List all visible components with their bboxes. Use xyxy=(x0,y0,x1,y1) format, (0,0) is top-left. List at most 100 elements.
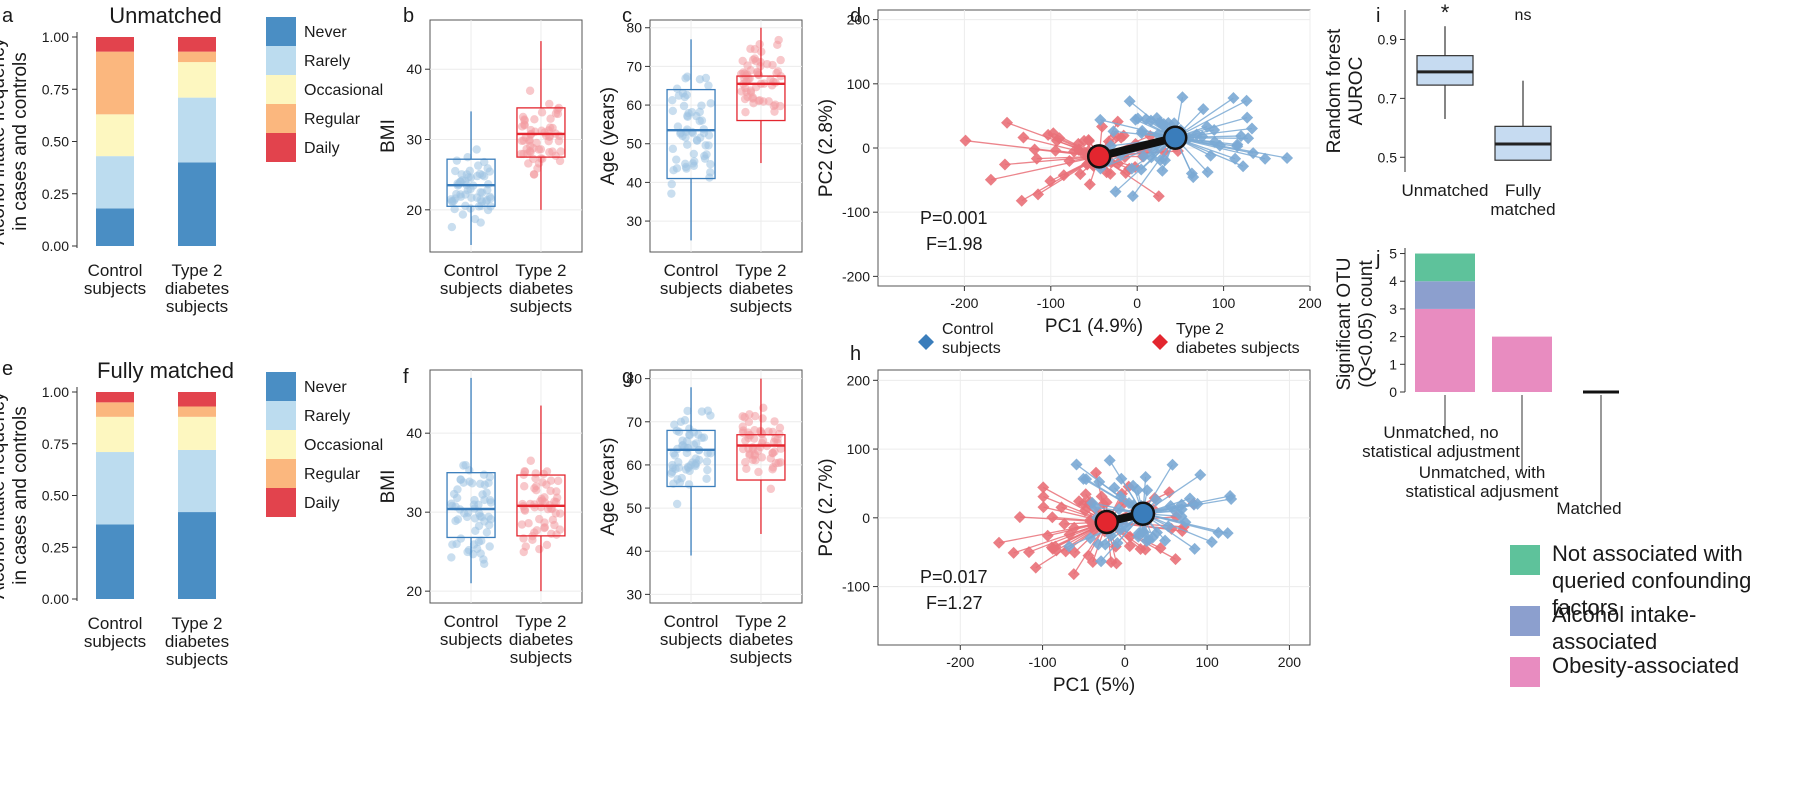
data-point xyxy=(476,218,485,227)
data-point xyxy=(692,439,701,448)
bar-segment-rarely xyxy=(178,449,216,513)
x-category-label-line: Control xyxy=(444,612,499,631)
control-sample-point xyxy=(1235,129,1248,142)
y-axis-label-line: Alcohol intake frequency xyxy=(0,391,9,599)
data-point xyxy=(668,144,678,154)
control-spoke xyxy=(1142,513,1213,543)
x-category-label-line: subjects xyxy=(440,630,502,649)
x-category-label-line: Type 2 xyxy=(171,614,222,633)
control-sample-point xyxy=(1077,472,1090,485)
data-point xyxy=(697,407,707,416)
control-sample-point xyxy=(1229,152,1242,165)
y-tick-label: 0.75 xyxy=(42,436,69,452)
data-point xyxy=(683,406,692,416)
t2d-sample-point xyxy=(1029,561,1042,574)
data-point xyxy=(463,186,472,195)
legend-label-daily: Daily xyxy=(304,140,340,157)
bar-segment-never xyxy=(96,524,134,599)
data-point xyxy=(551,151,560,160)
data-point xyxy=(517,520,527,529)
legend-control-label-line: subjects xyxy=(942,340,1001,357)
x-category-label-line: Type 2 xyxy=(515,261,566,280)
t2d-sample-point xyxy=(1123,540,1136,553)
bar-segment xyxy=(1415,253,1475,282)
panel-label-g: g xyxy=(622,366,633,388)
data-point xyxy=(451,166,460,176)
bar-segment-rarely xyxy=(178,97,216,163)
control-sample-point xyxy=(1131,483,1144,496)
data-point xyxy=(538,478,547,487)
t2d-sample-point xyxy=(1079,488,1092,501)
y-tick-label: 30 xyxy=(406,132,422,148)
data-point xyxy=(741,107,750,117)
control-sample-point xyxy=(1204,149,1217,162)
bar-segment-daily xyxy=(178,37,216,52)
y-tick-label: 5 xyxy=(1389,246,1397,262)
data-point xyxy=(485,542,494,551)
data-point xyxy=(447,553,456,562)
t2d-sample-point xyxy=(984,173,997,186)
y-tick-label: 60 xyxy=(626,97,642,113)
control-sample-point xyxy=(1131,112,1144,125)
y-tick-label: 50 xyxy=(626,500,642,516)
data-point xyxy=(526,148,535,157)
data-point xyxy=(755,96,765,105)
x-category-label-line: matched xyxy=(1490,200,1555,219)
data-point xyxy=(672,155,681,164)
x-category-label-line: Control xyxy=(444,261,499,280)
control-sample-point xyxy=(1240,94,1253,107)
t2d-sample-point xyxy=(1001,116,1014,129)
t2d-sample-point xyxy=(1082,549,1095,562)
x-category-label-line: Control xyxy=(88,261,143,280)
y-tick-label: 0.25 xyxy=(42,186,69,202)
control-sample-point xyxy=(1135,163,1148,176)
data-point xyxy=(683,140,692,149)
t2d-sample-point xyxy=(1063,155,1076,168)
t2d-sample-point xyxy=(1104,167,1117,180)
control-sample-point xyxy=(1139,470,1152,483)
data-point xyxy=(684,480,694,489)
data-point xyxy=(758,414,767,423)
data-point xyxy=(471,526,480,536)
data-point xyxy=(681,74,690,83)
y-axis-label: Age (years) xyxy=(598,87,619,185)
y-tick-label: 70 xyxy=(626,414,642,430)
data-point xyxy=(706,99,715,108)
data-point xyxy=(539,469,548,479)
t2d-sample-point xyxy=(1082,133,1095,146)
y-tick-label: 3 xyxy=(1389,301,1397,317)
t2d-sample-point xyxy=(1134,543,1147,556)
control-spoke xyxy=(1175,137,1288,159)
bar-segment-occasional xyxy=(178,416,216,450)
bar-segment xyxy=(1492,336,1552,392)
t2d-sample-point xyxy=(1058,517,1071,530)
data-point xyxy=(767,81,777,90)
y-axis-label-line: in cases and controls xyxy=(10,52,31,231)
legend-label-regular: Regular xyxy=(304,466,361,483)
x-axis-label: PC1 (4.9%) xyxy=(1045,316,1143,337)
data-point xyxy=(674,91,684,100)
data-point xyxy=(706,449,715,458)
data-point xyxy=(548,123,557,133)
y-tick-label: 1 xyxy=(1389,356,1397,372)
t2d-sample-point xyxy=(1074,168,1087,181)
control-sample-point xyxy=(1132,530,1145,543)
y-tick-label: -100 xyxy=(842,204,870,220)
data-point xyxy=(468,479,477,488)
x-tick-label: 100 xyxy=(1212,295,1236,311)
y-axis-label-line: Significant OTU xyxy=(1334,257,1355,390)
bar-segment-never xyxy=(96,208,134,246)
control-sample-point xyxy=(1070,458,1083,471)
t2d-sample-point xyxy=(1041,529,1054,542)
data-point xyxy=(768,60,777,70)
y-tick-label: 0.50 xyxy=(42,134,69,150)
x-category-label-line: Matched xyxy=(1556,499,1621,518)
data-point xyxy=(697,116,707,125)
panel-label-e: e xyxy=(2,358,13,380)
box xyxy=(666,88,716,180)
legend-label-daily: Daily xyxy=(304,495,340,512)
t2d-sample-point xyxy=(1015,194,1028,207)
t2d-sample-point xyxy=(1028,143,1041,156)
t2d-spoke xyxy=(998,521,1107,544)
data-point xyxy=(672,499,682,509)
